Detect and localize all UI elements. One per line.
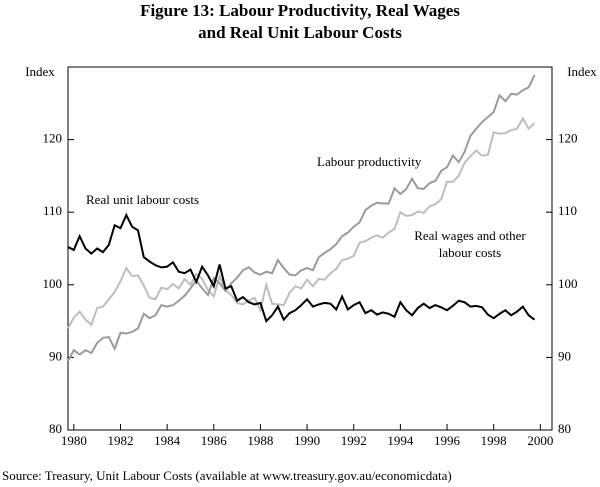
- x-tick-label: 1982: [107, 433, 133, 448]
- y2-tick-label: 100: [558, 276, 578, 291]
- x-tick-label: 2000: [527, 433, 553, 448]
- plot-frame: [67, 66, 553, 431]
- chart-title: and Real Unit Labour Costs: [198, 23, 402, 42]
- annotation: labour costs: [439, 245, 501, 260]
- y-tick-label: 80: [49, 421, 62, 436]
- x-tick-label: 1992: [341, 433, 367, 448]
- annotation: Real wages and other: [414, 228, 526, 243]
- y2-tick-label: 120: [558, 131, 578, 146]
- x-tick-label: 1986: [201, 433, 228, 448]
- annotation: Labour productivity: [317, 154, 422, 169]
- y-axis-label: Index: [25, 64, 55, 79]
- x-tick-label: 1980: [61, 433, 87, 448]
- y2-tick-label: 90: [558, 348, 571, 363]
- x-tick-label: 1996: [434, 433, 461, 448]
- y2-axis-label: Index: [567, 64, 597, 79]
- series-line: [67, 212, 536, 323]
- series-line: [67, 116, 536, 329]
- chart-title: Figure 13: Labour Productivity, Real Wag…: [140, 1, 460, 20]
- annotation: Real unit labour costs: [86, 192, 199, 207]
- y-tick-label: 100: [43, 276, 63, 291]
- x-tick-label: 1990: [294, 433, 320, 448]
- x-tick-label: 1988: [247, 433, 273, 448]
- y-tick-label: 120: [43, 131, 63, 146]
- y-tick-label: 110: [43, 203, 62, 218]
- series-line: [67, 74, 536, 362]
- source-note: Source: Treasury, Unit Labour Costs (ava…: [2, 468, 452, 483]
- y-tick-label: 90: [49, 348, 62, 363]
- y2-tick-label: 80: [558, 421, 571, 436]
- x-tick-label: 1994: [387, 433, 414, 448]
- y2-tick-label: 110: [558, 203, 577, 218]
- x-tick-label: 1984: [154, 433, 181, 448]
- x-tick-label: 1998: [481, 433, 507, 448]
